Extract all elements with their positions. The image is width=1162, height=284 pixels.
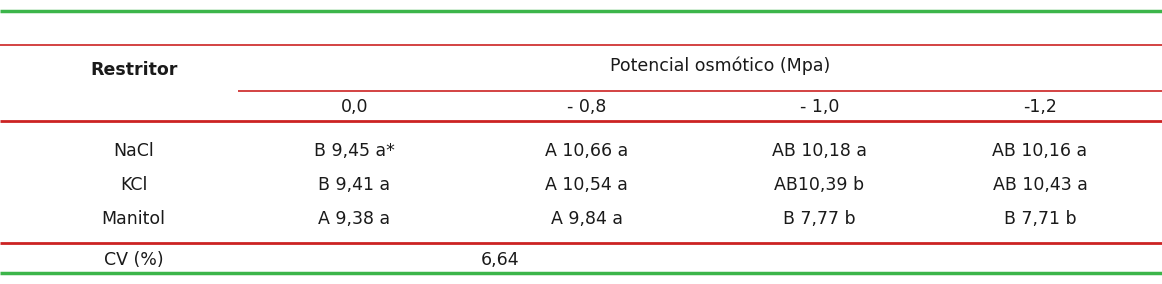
Text: Manitol: Manitol xyxy=(101,210,166,228)
Text: AB 10,43 a: AB 10,43 a xyxy=(992,176,1088,194)
Text: CV (%): CV (%) xyxy=(103,251,164,269)
Text: - 0,8: - 0,8 xyxy=(567,97,607,116)
Text: NaCl: NaCl xyxy=(113,141,155,160)
Text: AB10,39 b: AB10,39 b xyxy=(774,176,865,194)
Text: 6,64: 6,64 xyxy=(480,251,519,269)
Text: AB 10,18 a: AB 10,18 a xyxy=(772,141,867,160)
Text: B 7,71 b: B 7,71 b xyxy=(1004,210,1076,228)
Text: B 9,45 a*: B 9,45 a* xyxy=(314,141,395,160)
Text: - 1,0: - 1,0 xyxy=(799,97,839,116)
Text: A 9,84 a: A 9,84 a xyxy=(551,210,623,228)
Text: A 9,38 a: A 9,38 a xyxy=(318,210,390,228)
Text: Potencial osmótico (Mpa): Potencial osmótico (Mpa) xyxy=(610,56,831,75)
Text: B 9,41 a: B 9,41 a xyxy=(318,176,390,194)
Text: AB 10,16 a: AB 10,16 a xyxy=(992,141,1088,160)
Text: KCl: KCl xyxy=(120,176,148,194)
Text: A 10,66 a: A 10,66 a xyxy=(545,141,629,160)
Text: Restritor: Restritor xyxy=(89,60,178,79)
Text: A 10,54 a: A 10,54 a xyxy=(545,176,629,194)
Text: 0,0: 0,0 xyxy=(340,97,368,116)
Text: -1,2: -1,2 xyxy=(1023,97,1057,116)
Text: B 7,77 b: B 7,77 b xyxy=(783,210,855,228)
